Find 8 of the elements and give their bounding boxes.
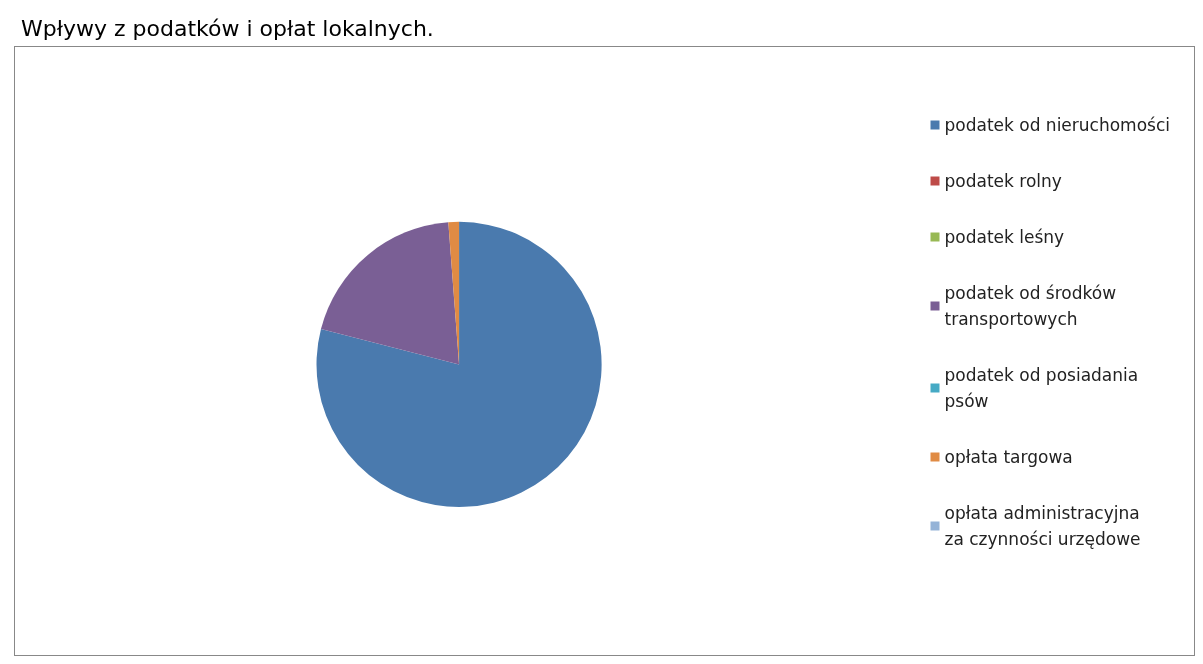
- legend-label: podatek leśny: [944, 227, 1065, 247]
- legend-label: podatek rolny: [944, 171, 1062, 191]
- legend-label: opłata targowa: [944, 447, 1073, 467]
- legend-label: opłata administracyjna za czynności urzędowe: [944, 503, 1141, 549]
- legend-label: podatek od nieruchomości: [944, 115, 1170, 135]
- chart-title: Wpływy z podatków i opłat lokalnych.: [21, 15, 434, 41]
- legend-label: podatek od środków transportowych: [944, 283, 1117, 329]
- legend-label: podatek od posiadania psów: [944, 365, 1139, 411]
